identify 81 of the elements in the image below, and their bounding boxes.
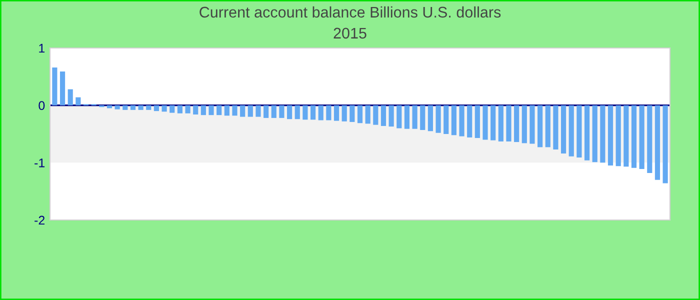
bar: [624, 105, 629, 167]
bar: [560, 105, 566, 154]
bar: [302, 105, 308, 120]
bar: [357, 105, 363, 124]
bar: [373, 105, 378, 125]
bar: [498, 105, 504, 142]
bar: [294, 105, 300, 120]
bar: [631, 105, 637, 168]
bar: [68, 89, 73, 106]
bar: [264, 105, 269, 118]
bar: [639, 105, 644, 169]
bar: [388, 105, 394, 127]
bar: [616, 105, 621, 166]
bar: [451, 105, 456, 136]
bar: [436, 105, 441, 133]
bar: [647, 105, 652, 173]
bar: [162, 105, 167, 112]
bar: [444, 105, 449, 134]
bar: [76, 97, 81, 106]
bar: [568, 105, 574, 156]
bar: [365, 105, 370, 124]
bar: [380, 105, 386, 126]
bar: [185, 105, 190, 114]
bar: [130, 105, 136, 110]
chart-subtitle: 2015: [334, 28, 366, 39]
chart-title: Current account balance Billions U.S. dollars: [200, 6, 501, 18]
bar: [350, 105, 355, 122]
bar: [506, 105, 512, 142]
bar: [232, 105, 238, 116]
bar: [553, 105, 558, 150]
bar: [576, 105, 582, 158]
bar: [60, 72, 66, 106]
y-tick-label: -2: [34, 216, 45, 225]
bar: [318, 105, 324, 120]
bar: [193, 105, 198, 115]
bar: [224, 105, 230, 116]
bar: [200, 105, 206, 116]
bar: [514, 105, 520, 142]
bar: [404, 105, 410, 129]
bar: [326, 105, 332, 120]
y-tick-label: -1: [34, 158, 45, 168]
bar: [522, 105, 527, 144]
bar: [396, 105, 402, 128]
bar: [52, 67, 58, 106]
bar: [342, 105, 347, 122]
bar: [256, 105, 261, 117]
bar: [271, 105, 276, 118]
bar: [146, 105, 152, 110]
bar: [538, 105, 543, 148]
bar: [208, 105, 214, 116]
bar: [654, 105, 660, 180]
bar: [428, 105, 433, 132]
bar: [459, 105, 464, 136]
bar: [592, 105, 598, 162]
bar: [584, 105, 590, 160]
bar: [420, 105, 426, 130]
bar: [122, 105, 128, 110]
bar: [600, 105, 606, 163]
y-tick-label: 0: [38, 101, 45, 110]
bar: [138, 105, 144, 110]
bar: [530, 105, 535, 144]
bar: [412, 105, 418, 129]
bar: [482, 105, 488, 140]
bar: [114, 105, 120, 110]
bar: [474, 105, 480, 138]
bar: [545, 105, 550, 148]
bar: [310, 105, 316, 120]
bar: [240, 105, 246, 117]
bar: [154, 105, 160, 112]
bar: [467, 105, 472, 138]
bar: [248, 105, 253, 117]
bar: [287, 105, 292, 120]
bar: [177, 105, 182, 114]
bar: [334, 105, 340, 121]
bar: [216, 105, 222, 116]
y-tick-label: 1: [39, 44, 45, 53]
bar: [490, 105, 496, 140]
bar: [662, 105, 668, 184]
bar: [170, 105, 175, 113]
bar: [608, 105, 614, 166]
bar: [279, 105, 284, 118]
